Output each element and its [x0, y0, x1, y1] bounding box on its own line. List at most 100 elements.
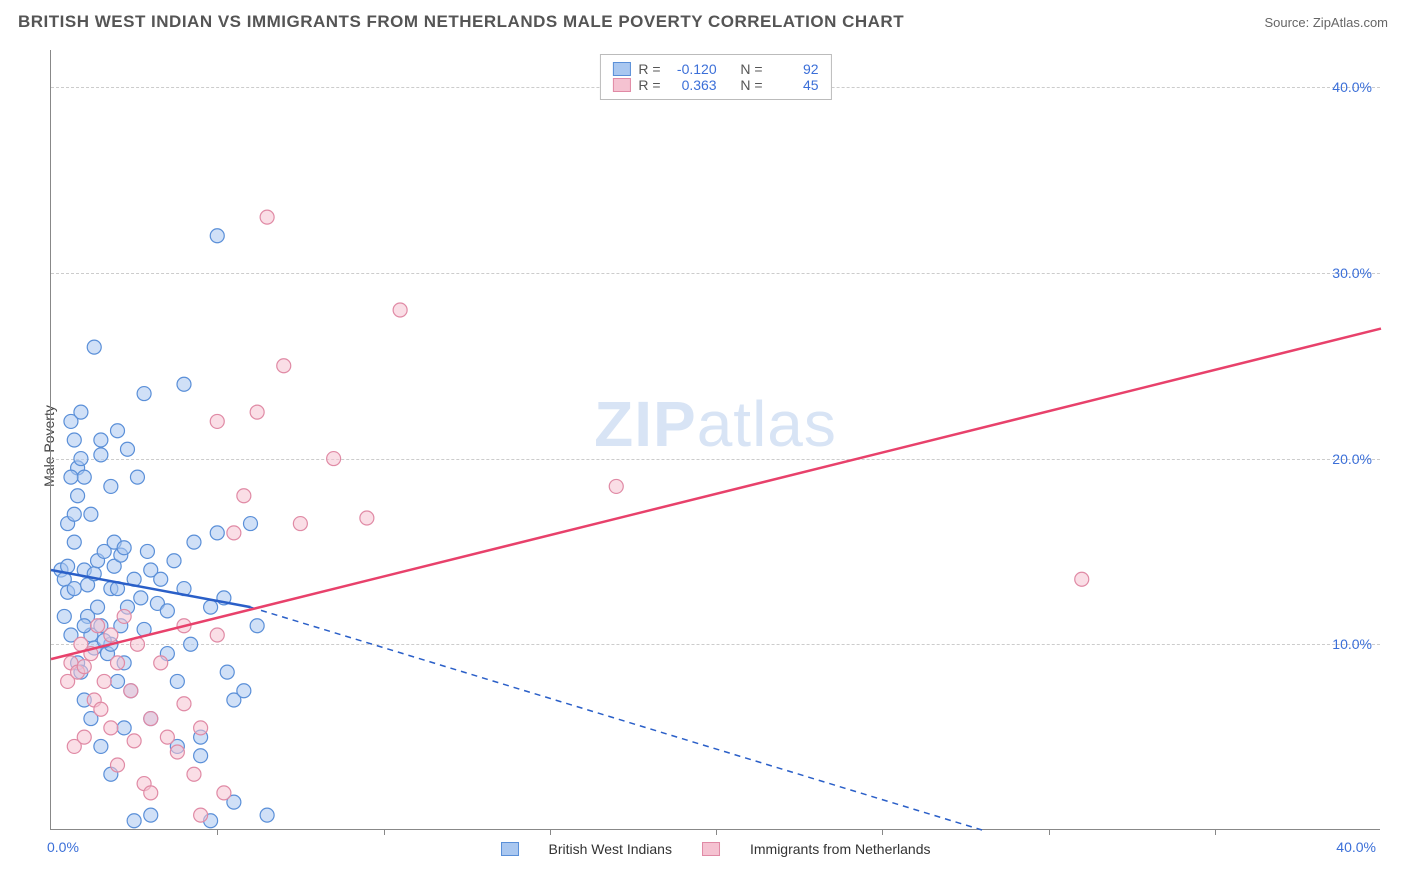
- r-label: R =: [638, 77, 660, 93]
- data-point: [67, 433, 81, 447]
- trend-line-extrapolated: [251, 607, 983, 830]
- data-point: [67, 507, 81, 521]
- data-point: [117, 609, 131, 623]
- data-point: [111, 758, 125, 772]
- data-point: [244, 517, 258, 531]
- legend-item-label: British West Indians: [549, 841, 672, 857]
- data-point: [137, 387, 151, 401]
- data-point: [210, 414, 224, 428]
- data-point: [204, 600, 218, 614]
- r-value: 0.363: [669, 77, 717, 93]
- data-point: [177, 697, 191, 711]
- data-point: [194, 808, 208, 822]
- data-point: [154, 572, 168, 586]
- data-point: [184, 637, 198, 651]
- xtick-left: 0.0%: [47, 839, 79, 855]
- data-point: [77, 660, 91, 674]
- data-point: [250, 405, 264, 419]
- chart-title: BRITISH WEST INDIAN VS IMMIGRANTS FROM N…: [18, 12, 904, 32]
- data-point: [187, 535, 201, 549]
- data-point: [160, 730, 174, 744]
- data-point: [74, 452, 88, 466]
- data-point: [277, 359, 291, 373]
- data-point: [167, 554, 181, 568]
- data-point: [1075, 572, 1089, 586]
- data-point: [84, 507, 98, 521]
- data-point: [94, 702, 108, 716]
- n-label: N =: [740, 77, 762, 93]
- data-point: [609, 479, 623, 493]
- data-point: [210, 229, 224, 243]
- n-value: 45: [771, 77, 819, 93]
- data-point: [327, 452, 341, 466]
- data-point: [111, 424, 125, 438]
- data-point: [210, 628, 224, 642]
- data-point: [393, 303, 407, 317]
- swatch-icon: [702, 842, 720, 856]
- data-point: [74, 405, 88, 419]
- data-point: [134, 591, 148, 605]
- legend-row-0: R = -0.120 N = 92: [612, 61, 818, 77]
- legend-row-1: R = 0.363 N = 45: [612, 77, 818, 93]
- chart-area: ZIPatlas 10.0%20.0%30.0%40.0% R = -0.120…: [50, 50, 1380, 830]
- data-point: [120, 442, 134, 456]
- n-label: N =: [740, 61, 762, 77]
- data-point: [170, 674, 184, 688]
- data-point: [104, 628, 118, 642]
- data-point: [260, 210, 274, 224]
- data-point: [104, 721, 118, 735]
- data-point: [360, 511, 374, 525]
- xtick-right: 40.0%: [1336, 839, 1376, 855]
- data-point: [94, 433, 108, 447]
- data-point: [127, 734, 141, 748]
- data-point: [71, 489, 85, 503]
- data-point: [127, 814, 141, 828]
- scatter-plot: [51, 50, 1380, 829]
- data-point: [177, 377, 191, 391]
- swatch-icon: [612, 78, 630, 92]
- data-point: [94, 739, 108, 753]
- data-point: [227, 526, 241, 540]
- data-point: [237, 489, 251, 503]
- data-point: [124, 684, 138, 698]
- r-label: R =: [638, 61, 660, 77]
- data-point: [187, 767, 201, 781]
- data-point: [170, 745, 184, 759]
- data-point: [154, 656, 168, 670]
- data-point: [77, 730, 91, 744]
- data-point: [97, 674, 111, 688]
- data-point: [144, 786, 158, 800]
- data-point: [194, 721, 208, 735]
- data-point: [144, 808, 158, 822]
- data-point: [77, 619, 91, 633]
- swatch-icon: [501, 842, 519, 856]
- data-point: [64, 470, 78, 484]
- data-point: [117, 541, 131, 555]
- data-point: [104, 479, 118, 493]
- header: BRITISH WEST INDIAN VS IMMIGRANTS FROM N…: [0, 0, 1406, 38]
- data-point: [130, 470, 144, 484]
- data-point: [260, 808, 274, 822]
- series-legend: British West Indians Immigrants from Net…: [501, 841, 931, 857]
- source-label: Source: ZipAtlas.com: [1264, 15, 1388, 30]
- legend-item-label: Immigrants from Netherlands: [750, 841, 931, 857]
- data-point: [111, 656, 125, 670]
- data-point: [250, 619, 264, 633]
- data-point: [67, 582, 81, 596]
- data-point: [217, 786, 231, 800]
- data-point: [117, 721, 131, 735]
- data-point: [160, 604, 174, 618]
- r-value: -0.120: [669, 61, 717, 77]
- data-point: [77, 470, 91, 484]
- data-point: [293, 517, 307, 531]
- correlation-legend: R = -0.120 N = 92 R = 0.363 N = 45: [599, 54, 831, 100]
- data-point: [94, 448, 108, 462]
- data-point: [57, 609, 71, 623]
- data-point: [87, 340, 101, 354]
- data-point: [111, 674, 125, 688]
- data-point: [237, 684, 251, 698]
- data-point: [210, 526, 224, 540]
- swatch-icon: [612, 62, 630, 76]
- data-point: [67, 535, 81, 549]
- data-point: [140, 544, 154, 558]
